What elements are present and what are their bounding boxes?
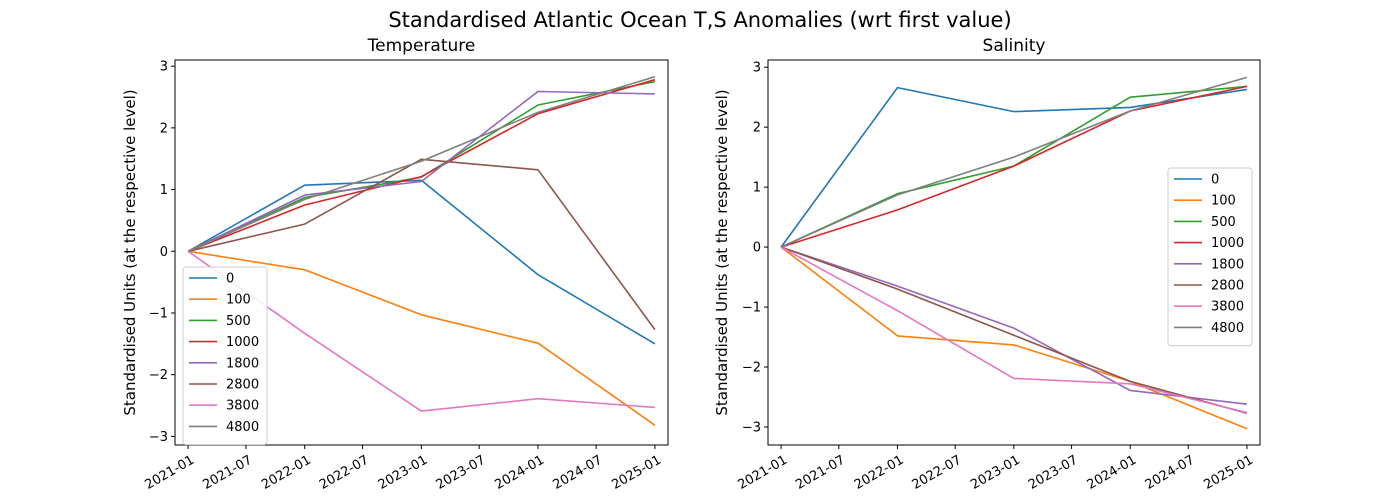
x-tick-label: 2022-07	[317, 453, 372, 493]
legend-label: 4800	[226, 420, 259, 435]
y-tick-label: −3	[742, 421, 761, 436]
series-line-100	[780, 246, 1248, 430]
legend-label: 3800	[226, 399, 259, 414]
x-tick-label: 2021-07	[793, 453, 848, 493]
x-tick-label: 2024-07	[551, 453, 606, 493]
series-line-4800	[780, 76, 1248, 248]
y-tick-label: −3	[149, 430, 168, 445]
x-tick-label: 2025-01	[1201, 453, 1256, 493]
x-tick-label: 2022-01	[852, 453, 907, 493]
legend-label: 500	[1211, 215, 1236, 230]
x-tick-label: 2024-07	[1143, 453, 1198, 493]
legend-label: 0	[1211, 173, 1219, 188]
series-line-500	[187, 80, 656, 253]
y-axis-label: Standardised Units (at the respective le…	[121, 89, 139, 415]
legend-label: 1800	[226, 356, 259, 371]
legend-label: 3800	[1211, 300, 1244, 315]
legend-label: 1000	[1211, 236, 1244, 251]
x-tick-label: 2022-01	[259, 453, 314, 493]
series-line-0	[187, 179, 656, 345]
x-tick-label: 2021-01	[736, 453, 791, 493]
y-tick-label: 2	[753, 121, 761, 136]
series-line-1000	[187, 78, 656, 253]
x-tick-label: 2023-07	[434, 453, 489, 493]
x-tick-label: 2021-01	[143, 453, 198, 493]
legend: 0 100 500 1000 1800 2800 3800 4800	[1167, 167, 1253, 347]
legend-label: 4800	[1211, 321, 1244, 336]
series-line-3800	[780, 246, 1248, 414]
legend: 0 100 500 1000 1800 2800 3800 4800	[182, 266, 268, 446]
y-tick-label: 0	[753, 241, 761, 256]
y-axis-label: Standardised Units (at the respective le…	[713, 89, 731, 415]
x-tick-label: 2022-07	[910, 453, 965, 493]
legend-box	[182, 266, 268, 446]
x-tick-label: 2023-01	[968, 453, 1023, 493]
legend-label: 100	[1211, 194, 1236, 209]
y-tick-label: 3	[160, 60, 168, 75]
x-tick-label: 2021-07	[200, 453, 255, 493]
series-line-1800	[187, 90, 655, 253]
panel-title: Temperature	[367, 36, 476, 56]
x-tick-label: 2025-01	[609, 453, 664, 493]
series-line-2800	[780, 246, 1248, 414]
legend-label: 1800	[1211, 257, 1244, 272]
y-tick-label: −2	[149, 368, 168, 383]
y-tick-label: 1	[753, 181, 761, 196]
x-tick-label: 2024-01	[492, 453, 547, 493]
legend-label: 500	[226, 314, 251, 329]
y-tick-label: 0	[160, 245, 168, 260]
legend-label: 2800	[1211, 279, 1244, 294]
series-line-1000	[780, 85, 1248, 248]
series-line-4800	[187, 75, 656, 253]
y-tick-label: −1	[149, 306, 168, 321]
y-tick-label: −2	[742, 361, 761, 376]
figure-suptitle: Standardised Atlantic Ocean T,S Anomalie…	[388, 8, 1011, 32]
panel-title: Salinity	[983, 36, 1046, 56]
x-tick-label: 2023-07	[1026, 453, 1081, 493]
legend-box	[1167, 167, 1253, 347]
x-tick-label: 2023-01	[376, 453, 431, 493]
y-tick-label: 3	[753, 61, 761, 76]
x-tick-label: 2024-01	[1085, 453, 1140, 493]
y-tick-label: 1	[160, 183, 168, 198]
series-line-0	[780, 86, 1248, 248]
y-tick-label: 2	[160, 121, 168, 136]
salinity-panel: Salinity Standardised Units (at the respe…	[713, 36, 1261, 493]
temperature-panel: Temperature Standardised Units (at the re…	[121, 36, 669, 493]
series-line-100	[187, 250, 656, 426]
legend-label: 100	[226, 293, 251, 308]
y-tick-label: −1	[742, 301, 761, 316]
series-line-2800	[187, 158, 656, 331]
series-line-1800	[780, 246, 1247, 405]
legend-label: 2800	[226, 378, 259, 393]
legend-label: 0	[226, 272, 234, 287]
legend-label: 1000	[226, 335, 259, 350]
